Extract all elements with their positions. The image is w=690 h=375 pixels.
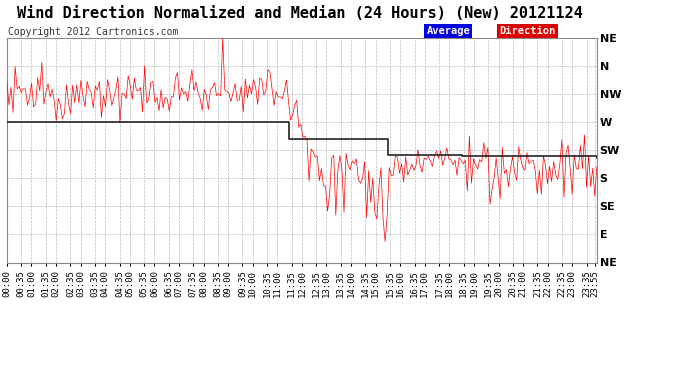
Text: Wind Direction Normalized and Median (24 Hours) (New) 20121124: Wind Direction Normalized and Median (24… (17, 6, 583, 21)
Text: Copyright 2012 Cartronics.com: Copyright 2012 Cartronics.com (8, 27, 179, 37)
Text: Direction: Direction (500, 26, 556, 36)
Text: Average: Average (426, 26, 470, 36)
